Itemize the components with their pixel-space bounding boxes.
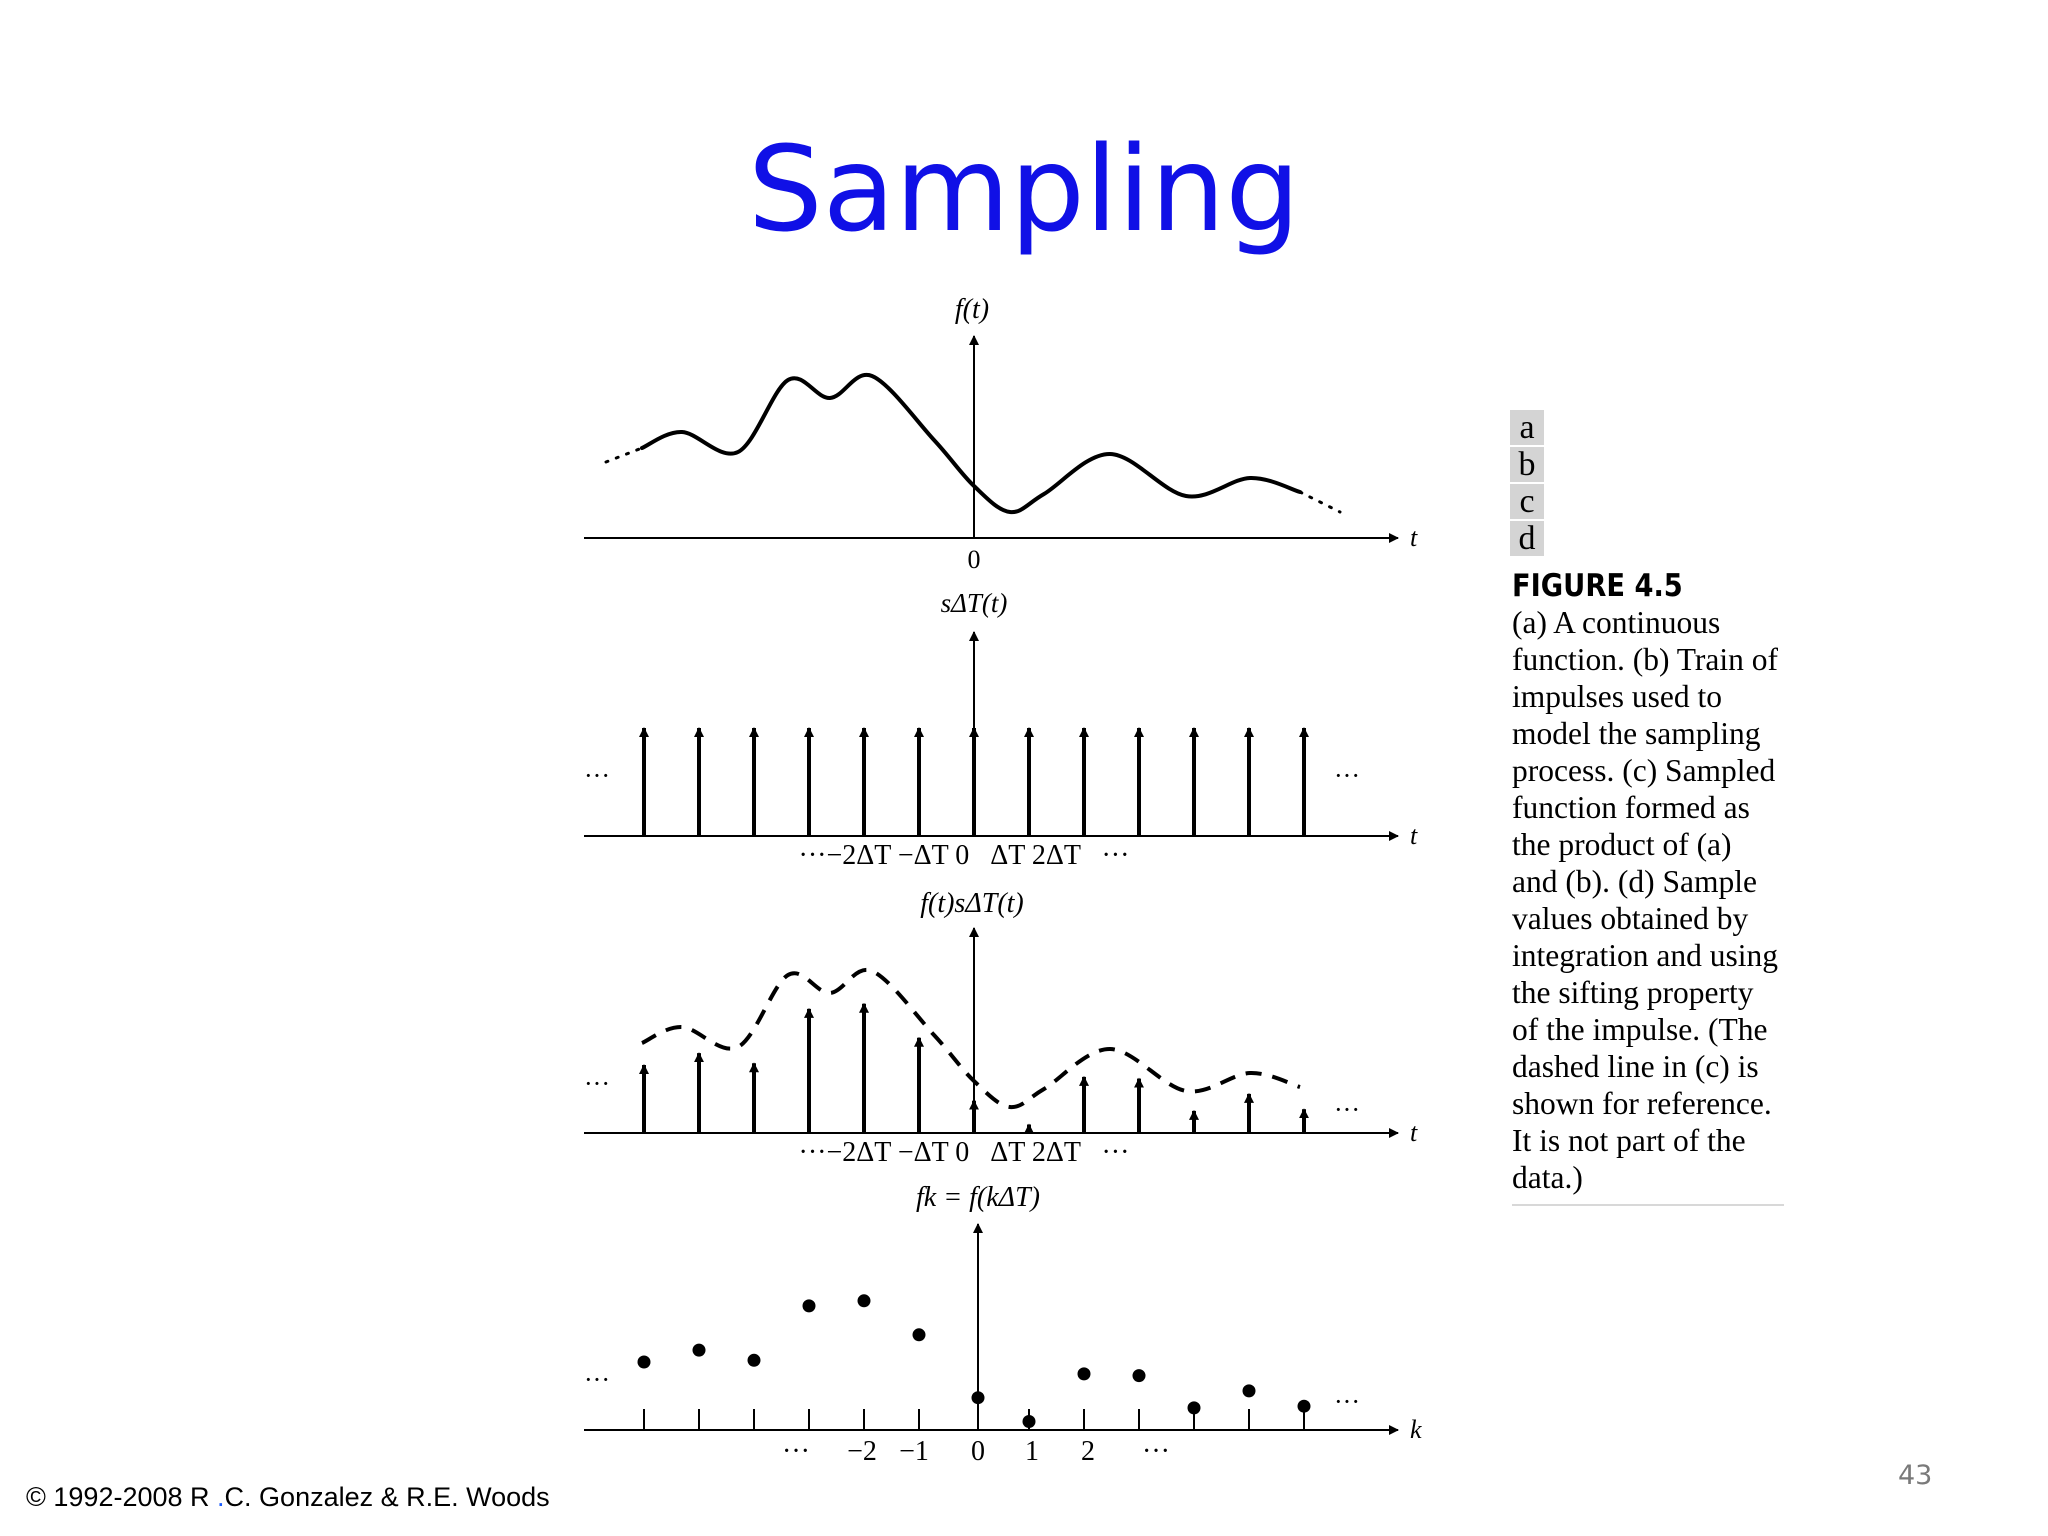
sample-point xyxy=(637,1355,651,1369)
copyright-notice: © 1992-2008 R .C. Gonzalez & R.E. Woods xyxy=(26,1482,550,1513)
panel-d-y-label: fk = f(kΔT) xyxy=(916,1182,1040,1213)
copyright-suffix: C. Gonzalez & R.E. Woods xyxy=(224,1482,550,1512)
sample-point xyxy=(747,1353,761,1367)
panel-c: f(t)sΔT(t) t ···−2ΔT −ΔT 0 ΔT 2ΔT ··· ··… xyxy=(584,888,1418,1168)
figure-caption: (a) A continuous function. (b) Train of … xyxy=(1512,604,1784,1206)
panel-label-d: d xyxy=(1510,521,1544,556)
panel-d-tick-label: −2 xyxy=(847,1436,877,1467)
panel-b-x-label: t xyxy=(1410,821,1418,850)
panel-d-tick-label: ··· xyxy=(1142,1436,1170,1467)
panel-a-y-label: f(t) xyxy=(955,294,989,325)
sample-point xyxy=(971,1391,985,1405)
panel-c-x-label: t xyxy=(1410,1118,1418,1147)
sample-point xyxy=(1242,1384,1256,1398)
panel-b-right-ellipsis: ··· xyxy=(1334,761,1360,790)
panel-d: ··· −2 −1 0 1 2 ··· fk = f(kΔT) k ··· ··· xyxy=(584,1182,1422,1467)
copyright-dot: . xyxy=(217,1482,225,1512)
panel-d-tick-labels: ··· −2 −1 0 1 2 ··· xyxy=(782,1436,1170,1467)
panel-c-y-label: f(t)sΔT(t) xyxy=(920,888,1024,919)
sample-point xyxy=(857,1294,871,1308)
panel-label-b: b xyxy=(1510,447,1544,482)
sample-point xyxy=(1022,1415,1036,1428)
sample-point xyxy=(912,1328,926,1342)
continuous-function-curve xyxy=(640,372,1302,515)
panel-d-tick-label: 1 xyxy=(1025,1436,1039,1467)
panel-d-tick-label: −1 xyxy=(899,1436,929,1467)
panel-b-tick-labels: ···−2ΔT −ΔT 0 ΔT 2ΔT ··· xyxy=(799,840,1130,871)
panel-d-x-label: k xyxy=(1410,1415,1422,1444)
panel-letter-labels: a b c d xyxy=(1510,410,1544,558)
slide-title: Sampling xyxy=(747,120,1301,258)
panel-label-c: c xyxy=(1510,484,1544,519)
sample-values xyxy=(637,1294,1311,1428)
sample-point xyxy=(1187,1401,1201,1415)
sample-index-ticks xyxy=(643,1409,1305,1430)
panel-b-y-label: sΔT(t) xyxy=(941,588,1008,618)
sample-point xyxy=(1132,1369,1146,1383)
panel-c-tick-labels: ···−2ΔT −ΔT 0 ΔT 2ΔT ··· xyxy=(799,1137,1130,1168)
panel-b-left-ellipsis: ··· xyxy=(584,761,610,790)
panel-c-left-ellipsis: ··· xyxy=(584,1069,610,1098)
figure-title: FIGURE 4.5 xyxy=(1512,568,1683,604)
panel-d-left-ellipsis: ··· xyxy=(584,1365,610,1394)
copyright-prefix: © 1992-2008 R xyxy=(26,1482,218,1512)
panel-label-a: a xyxy=(1510,410,1544,445)
sample-point xyxy=(692,1343,706,1357)
panel-d-tick-label: 0 xyxy=(971,1436,985,1467)
panel-b: sΔT(t) t ···−2ΔT −ΔT 0 ΔT 2ΔT ··· ··· ··… xyxy=(584,588,1418,871)
impulse-train xyxy=(639,727,1309,836)
sample-point xyxy=(802,1299,816,1313)
left-continuation-dots xyxy=(604,446,644,464)
panel-a-x-label: t xyxy=(1410,523,1418,552)
panel-a-origin-label: 0 xyxy=(968,545,981,574)
panel-c-right-ellipsis: ··· xyxy=(1334,1095,1360,1124)
panel-a: f(t) t 0 xyxy=(584,294,1418,574)
panel-d-right-ellipsis: ··· xyxy=(1334,1387,1360,1416)
sample-point xyxy=(1077,1367,1091,1381)
right-continuation-dots xyxy=(1298,490,1342,514)
panel-d-tick-label: ··· xyxy=(782,1436,810,1467)
page-number: 43 xyxy=(1898,1460,1933,1491)
sample-point xyxy=(1297,1399,1311,1413)
panel-d-tick-label: 2 xyxy=(1081,1436,1095,1467)
sampled-impulses xyxy=(639,1002,1309,1134)
dashed-reference-curve xyxy=(641,967,1301,1110)
